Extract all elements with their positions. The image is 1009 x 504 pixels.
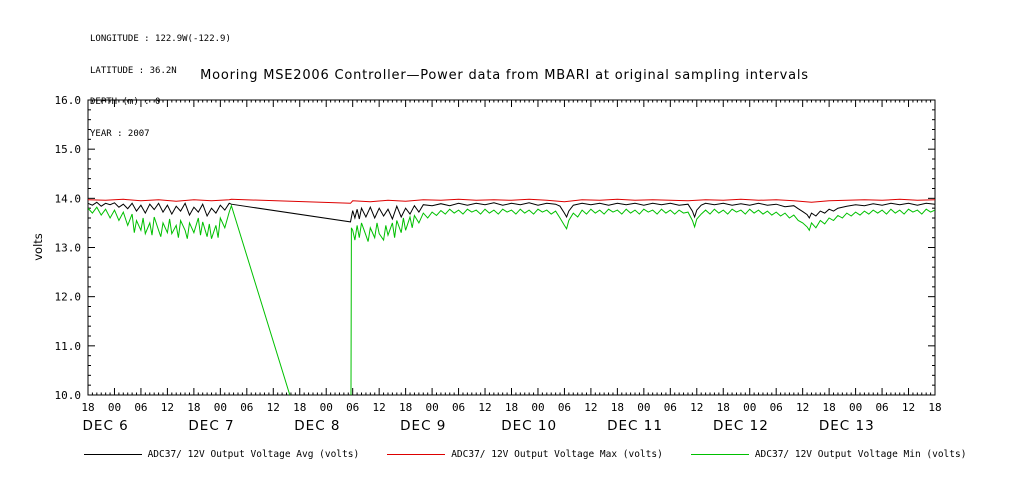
x-tick-label: 00 — [531, 401, 544, 414]
series-group — [88, 198, 935, 395]
x-tick-label: 12 — [690, 401, 703, 414]
x-tick-label: 06 — [134, 401, 147, 414]
x-tick-label: 18 — [293, 401, 306, 414]
x-day-label: DEC 10 — [501, 418, 557, 434]
x-tick-label: 12 — [478, 401, 491, 414]
legend-item-2: ADC37/ 12V Output Voltage Min (volts) — [690, 449, 967, 460]
y-tick-label: 10.0 — [55, 389, 82, 402]
legend-label: ADC37/ 12V Output Voltage Max (volts) — [451, 449, 663, 460]
x-tick-label: 00 — [743, 401, 756, 414]
series-line-1 — [88, 198, 935, 204]
series-line-0 — [88, 201, 935, 223]
x-day-label: DEC 11 — [607, 418, 663, 434]
longitude-text: LONGITUDE : 122.9W(-122.9) — [90, 34, 231, 44]
y-tick-label: 14.0 — [55, 192, 82, 205]
y-tick-label: 16.0 — [55, 94, 82, 107]
x-tick-label: 12 — [267, 401, 280, 414]
x-day-label: DEC 8 — [294, 418, 340, 434]
x-day-label: DEC 12 — [713, 418, 769, 434]
x-tick-label: 06 — [346, 401, 359, 414]
x-tick-label: 18 — [928, 401, 941, 414]
legend-line-sample — [83, 454, 142, 455]
x-tick-label: 18 — [611, 401, 624, 414]
metadata-block: LONGITUDE : 122.9W(-122.9) LATITUDE : 36… — [90, 13, 231, 160]
x-tick-label: 12 — [902, 401, 915, 414]
legend-line-sample — [690, 454, 749, 455]
x-tick-label: 12 — [584, 401, 597, 414]
x-tick-label: 18 — [187, 401, 200, 414]
x-tick-label: 18 — [717, 401, 730, 414]
x-tick-label: 00 — [320, 401, 333, 414]
y-tick-label: 11.0 — [55, 340, 82, 353]
x-tick-label: 00 — [637, 401, 650, 414]
series-line-2 — [88, 204, 935, 395]
legend-line-sample — [387, 454, 446, 455]
depth-text: DEPTH (m) : 0 — [90, 97, 161, 107]
x-tick-label: 12 — [373, 401, 386, 414]
x-tick-label: 06 — [452, 401, 465, 414]
year-text: YEAR : 2007 — [90, 128, 150, 139]
x-day-label: DEC 13 — [819, 418, 875, 434]
x-tick-label: 06 — [240, 401, 253, 414]
x-tick-label: 18 — [399, 401, 412, 414]
x-tick-label: 00 — [214, 401, 227, 414]
x-tick-label: 18 — [823, 401, 836, 414]
x-tick-label: 12 — [161, 401, 174, 414]
x-tick-label: 00 — [108, 401, 121, 414]
x-tick-label: 12 — [796, 401, 809, 414]
legend-item-1: ADC37/ 12V Output Voltage Max (volts) — [387, 449, 663, 460]
latitude-text: LATITUDE : 36.2N — [90, 65, 177, 76]
x-day-label: DEC 6 — [83, 418, 129, 434]
x-day-label: DEC 9 — [400, 418, 446, 434]
x-tick-label: 00 — [425, 401, 438, 414]
x-tick-label: 06 — [770, 401, 783, 414]
plot-frame — [87, 99, 936, 396]
legend-label: ADC37/ 12V Output Voltage Min (volts) — [754, 449, 967, 460]
legend-label: ADC37/ 12V Output Voltage Avg (volts) — [147, 449, 360, 460]
x-tick-label: 18 — [505, 401, 518, 414]
x-tick-label: 06 — [664, 401, 677, 414]
y-tick-label: 13.0 — [55, 242, 82, 255]
legend: ADC37/ 12V Output Voltage Avg (volts) ADC… — [83, 449, 966, 460]
chart-title: Mooring MSE2006 Controller—Power data fr… — [200, 68, 809, 83]
legend-item-0: ADC37/ 12V Output Voltage Avg (volts) — [83, 449, 360, 460]
y-tick-label: 15.0 — [55, 143, 82, 156]
x-tick-label: 00 — [849, 401, 862, 414]
x-tick-label: 18 — [81, 401, 94, 414]
x-tick-label: 06 — [558, 401, 571, 414]
y-tick-label: 12.0 — [55, 291, 82, 304]
x-tick-label: 06 — [875, 401, 888, 414]
x-day-label: DEC 7 — [188, 418, 234, 434]
